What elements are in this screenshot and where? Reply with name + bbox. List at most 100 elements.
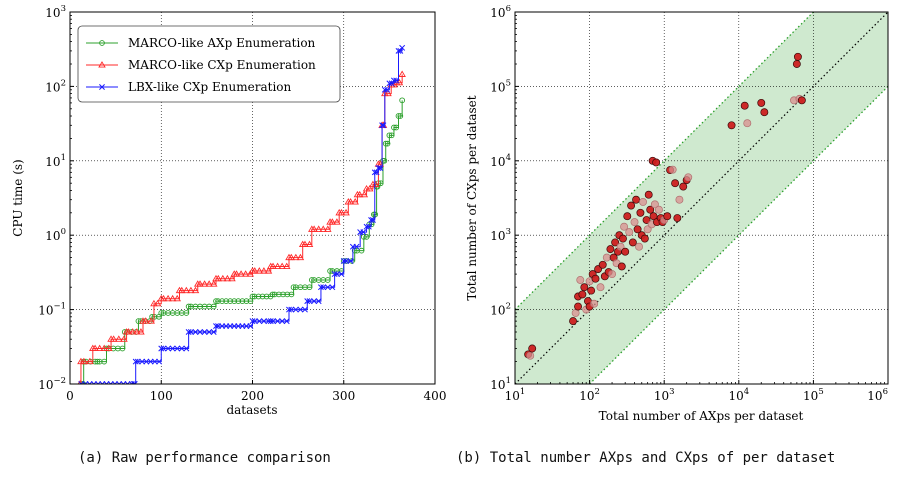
data-point bbox=[159, 294, 168, 302]
data-point bbox=[210, 329, 217, 335]
data-point bbox=[139, 358, 146, 365]
data-point bbox=[381, 86, 388, 93]
data-point bbox=[379, 122, 386, 129]
data-point bbox=[654, 205, 663, 214]
data-point bbox=[185, 303, 192, 310]
data-point bbox=[297, 306, 304, 313]
data-point bbox=[390, 77, 397, 84]
data-point bbox=[120, 335, 128, 342]
data-point bbox=[363, 223, 370, 230]
legend-label: MARCO-like AXp Enumeration bbox=[128, 36, 316, 50]
data-point bbox=[528, 344, 537, 353]
figure: 0 100 200 300 400 10−2 10−1 100 101 102 103 datase… bbox=[11, 4, 889, 423]
data-point bbox=[168, 294, 177, 302]
data-point bbox=[265, 318, 272, 325]
data-point bbox=[337, 208, 346, 216]
axis-ticks: 101 102 103 104 105 106 101 102 103 104 105 106 bbox=[490, 4, 889, 403]
grid bbox=[514, 11, 889, 385]
series-line bbox=[79, 74, 403, 384]
data-point bbox=[241, 270, 250, 277]
data-point bbox=[278, 262, 286, 270]
data-point bbox=[156, 358, 163, 365]
plot-frame bbox=[514, 11, 889, 385]
data-point bbox=[187, 329, 194, 335]
data-point bbox=[598, 260, 607, 269]
data-point bbox=[243, 298, 250, 304]
data-point bbox=[124, 328, 133, 335]
data-point bbox=[371, 180, 380, 188]
data-point bbox=[107, 381, 114, 384]
data-point bbox=[333, 271, 340, 278]
data-point bbox=[602, 253, 611, 262]
legend-label: MARCO-like CXp Enumeration bbox=[128, 58, 316, 72]
data-point bbox=[679, 182, 688, 191]
x-tick-label: 200 bbox=[241, 389, 264, 403]
data-point bbox=[619, 234, 627, 243]
data-point bbox=[314, 225, 323, 232]
caption-a: (a) Raw performance comparison bbox=[78, 450, 331, 466]
data-point bbox=[231, 298, 238, 304]
data-point bbox=[650, 200, 659, 209]
data-point bbox=[304, 298, 311, 305]
data-point bbox=[342, 208, 350, 216]
data-point bbox=[94, 358, 101, 365]
data-point bbox=[288, 291, 295, 298]
data-point bbox=[576, 276, 585, 284]
data-point bbox=[391, 124, 397, 131]
data-point bbox=[608, 270, 617, 279]
data-point bbox=[329, 284, 336, 291]
data-point bbox=[187, 286, 195, 294]
data-point bbox=[173, 294, 182, 302]
y-tick-label: 103 bbox=[45, 4, 66, 20]
y-tick-label: 101 bbox=[490, 376, 511, 392]
data-point bbox=[632, 195, 641, 204]
data-point bbox=[274, 318, 281, 325]
data-point bbox=[134, 358, 141, 365]
data-point bbox=[331, 271, 338, 278]
data-point bbox=[363, 234, 370, 240]
data-point bbox=[365, 184, 374, 192]
data-point bbox=[209, 280, 218, 287]
cpu-time-chart: 0 100 200 300 400 10−2 10−1 100 101 102 103 datase… bbox=[11, 4, 446, 417]
data-point bbox=[270, 318, 276, 325]
data-point bbox=[101, 358, 108, 365]
data-point bbox=[283, 318, 290, 325]
data-point bbox=[526, 351, 535, 360]
data-point bbox=[191, 286, 200, 294]
data-point bbox=[256, 318, 263, 325]
data-point bbox=[124, 381, 131, 384]
data-point bbox=[617, 262, 626, 271]
x-axis-label: Total number of AXps per dataset bbox=[599, 409, 804, 423]
data-point bbox=[82, 381, 89, 384]
y-tick-label: 100 bbox=[45, 227, 66, 243]
data-point bbox=[393, 77, 400, 84]
data-point bbox=[317, 284, 324, 291]
data-point bbox=[399, 44, 406, 51]
data-point bbox=[368, 217, 375, 223]
data-point bbox=[210, 303, 217, 310]
data-point bbox=[182, 286, 191, 294]
data-point bbox=[160, 345, 167, 352]
data-point bbox=[393, 124, 400, 131]
data-point bbox=[305, 240, 314, 248]
data-point bbox=[611, 238, 620, 247]
data-point bbox=[276, 291, 282, 298]
data-point bbox=[90, 381, 97, 384]
data-point bbox=[177, 286, 186, 294]
data-point bbox=[311, 298, 318, 305]
data-point bbox=[260, 267, 268, 274]
data-point bbox=[797, 96, 806, 105]
data-point bbox=[249, 293, 256, 300]
data-point bbox=[649, 212, 658, 221]
data-point bbox=[80, 357, 88, 365]
data-point bbox=[399, 97, 406, 104]
data-point bbox=[215, 298, 221, 304]
y-axis-label: Total number of CXps per dataset bbox=[465, 95, 479, 300]
data-point bbox=[205, 280, 213, 287]
data-point bbox=[333, 218, 341, 225]
data-point bbox=[384, 140, 391, 147]
data-point bbox=[200, 280, 209, 287]
data-point bbox=[227, 298, 234, 304]
data-point bbox=[219, 274, 227, 282]
data-point bbox=[292, 253, 300, 261]
